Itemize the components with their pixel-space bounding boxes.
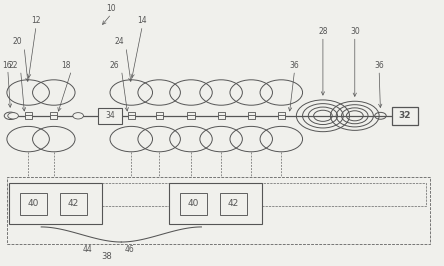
Text: 26: 26 xyxy=(110,61,119,70)
Bar xyxy=(187,113,194,117)
Text: 38: 38 xyxy=(102,252,112,260)
Bar xyxy=(278,113,285,117)
Text: 40: 40 xyxy=(188,199,199,208)
Bar xyxy=(187,115,194,119)
Bar xyxy=(248,113,255,117)
Bar xyxy=(220,193,247,215)
Text: 42: 42 xyxy=(228,199,239,208)
Circle shape xyxy=(99,113,110,119)
Text: 36: 36 xyxy=(290,61,299,70)
Text: 30: 30 xyxy=(350,27,360,36)
Text: 10: 10 xyxy=(107,4,116,13)
Text: 34: 34 xyxy=(105,111,115,120)
Text: 12: 12 xyxy=(32,16,41,25)
Text: 14: 14 xyxy=(138,16,147,25)
Text: 36: 36 xyxy=(374,61,384,70)
Bar xyxy=(20,193,47,215)
Text: 32: 32 xyxy=(399,111,411,120)
Bar xyxy=(218,115,225,119)
Text: 18: 18 xyxy=(61,61,71,70)
Bar xyxy=(8,177,430,244)
Bar xyxy=(59,193,87,215)
Bar xyxy=(392,107,418,125)
Text: 16: 16 xyxy=(3,61,12,70)
Text: 46: 46 xyxy=(124,245,134,254)
Bar xyxy=(9,183,102,224)
Bar xyxy=(128,113,135,117)
Bar xyxy=(155,115,163,119)
Bar xyxy=(50,113,57,117)
Bar xyxy=(24,115,32,119)
Bar xyxy=(218,113,225,117)
Circle shape xyxy=(73,113,83,119)
Text: 24: 24 xyxy=(114,37,124,46)
Text: 42: 42 xyxy=(67,199,79,208)
Bar xyxy=(278,115,285,119)
Bar xyxy=(169,183,426,206)
Text: 20: 20 xyxy=(12,37,22,46)
Text: 44: 44 xyxy=(82,245,92,254)
Bar xyxy=(24,113,32,117)
Bar xyxy=(155,113,163,117)
Bar xyxy=(248,115,255,119)
Circle shape xyxy=(8,113,18,119)
Text: 28: 28 xyxy=(318,27,328,36)
Bar xyxy=(50,115,57,119)
Bar xyxy=(180,193,207,215)
Bar xyxy=(98,108,123,124)
Bar xyxy=(128,115,135,119)
Bar xyxy=(169,183,262,224)
Text: 22: 22 xyxy=(9,61,18,70)
Text: 40: 40 xyxy=(28,199,39,208)
Bar xyxy=(9,183,262,206)
